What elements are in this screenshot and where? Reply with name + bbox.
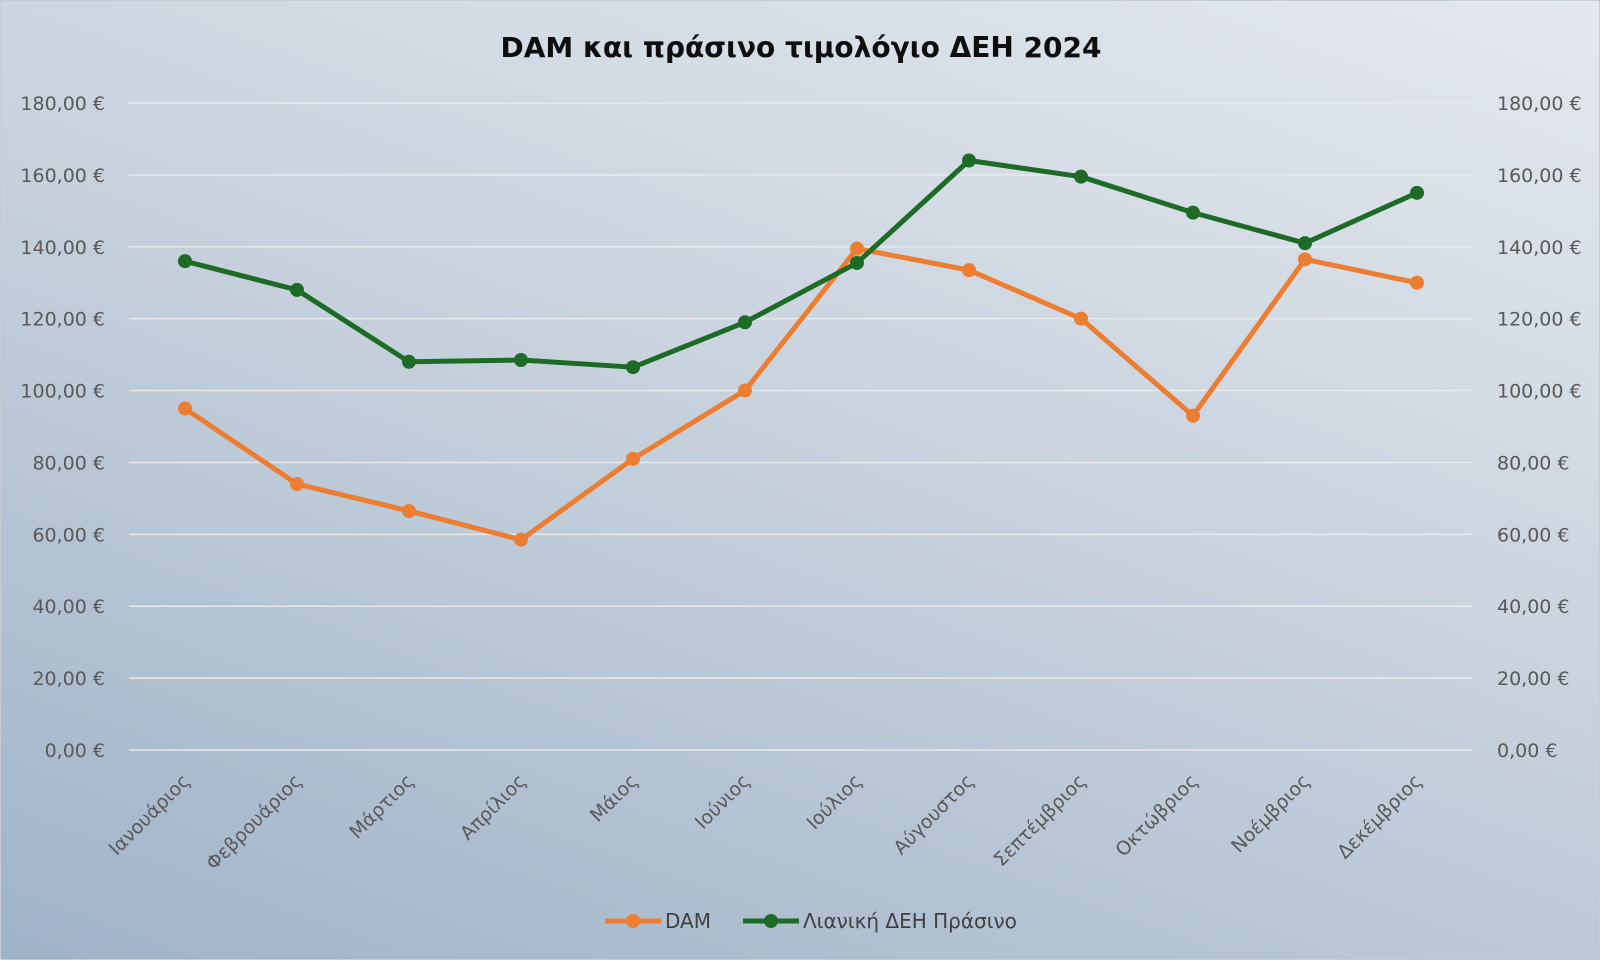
x-tick-label: Αύγουστος [889,770,978,859]
x-tick-label: Μάρτιος [345,770,418,843]
y-tick-label-left: 40,00 € [32,596,105,618]
y-axis-left: 0,00 € 20,00 € 40,00 € 60,00 € 80,00 € 100,00… [20,93,105,762]
y-tick-label-left: 120,00 € [20,309,105,331]
legend-marker [764,914,778,928]
x-axis: Ιανουάριος Φεβρουάριος Μάρτιος Απρίλιος Μάιο… [105,770,1427,875]
y-tick-label-left: 100,00 € [20,381,105,403]
data-point [1410,185,1424,200]
data-point [962,153,976,168]
data-point [1298,252,1312,267]
x-tick-label: Δεκέμβριος [1333,770,1426,863]
data-point [402,354,416,369]
data-point [178,401,192,416]
chart-title: DAM και πράσινο τιμολόγιο ΔΕΗ 2024 [501,31,1102,64]
data-point [626,451,640,466]
data-point [290,477,304,492]
data-point [178,254,192,269]
y-tick-label-left: 80,00 € [32,452,105,474]
legend-marker [626,914,640,928]
x-tick-label: Φεβρουάριος [202,770,307,875]
data-point [850,241,864,256]
x-tick-label: Ιούλιος [802,770,866,834]
y-tick-label-left: 60,00 € [32,524,105,546]
y-tick-label-right: 60,00 € [1497,524,1570,546]
series-2 [178,153,1424,375]
y-tick-label-left: 180,00 € [20,93,105,115]
y-tick-label-right: 0,00 € [1497,740,1557,762]
y-tick-label-right: 80,00 € [1497,452,1570,474]
data-point [1186,408,1200,423]
data-point [1074,311,1088,326]
series-group [178,153,1424,547]
series-line [182,158,1420,370]
data-point [962,263,976,278]
gridlines [129,102,1473,751]
y-tick-label-right: 140,00 € [1497,237,1582,259]
data-point [514,532,528,547]
x-tick-label: Οκτώβριος [1111,770,1202,861]
data-point [850,255,864,270]
legend: DAM Λιανική ΔΕΗ Πράσινο [605,909,1017,933]
data-point [1074,169,1088,184]
data-point [402,503,416,518]
x-tick-label: Μάιος [586,770,643,827]
y-tick-label-right: 160,00 € [1497,165,1582,187]
series-line [182,246,1420,543]
data-point [738,383,752,398]
y-tick-label-right: 20,00 € [1497,668,1570,690]
data-point [514,353,528,368]
y-tick-label-left: 0,00 € [45,740,105,762]
y-tick-label-right: 180,00 € [1497,93,1582,115]
data-point [1410,275,1424,290]
y-tick-label-left: 160,00 € [20,165,105,187]
y-axis-right: 0,00 € 20,00 € 40,00 € 60,00 € 80,00 € 100,00… [1497,93,1582,762]
x-tick-label: Νοέμβριος [1227,770,1314,857]
x-tick-label: Απρίλιος [456,770,531,845]
data-point [626,360,640,375]
data-point [290,282,304,297]
x-tick-label: Σεπτέμβριος [989,770,1090,871]
legend-label: Λιανική ΔΕΗ Πράσινο [803,909,1017,933]
series-1 [178,241,1424,547]
y-tick-label-left: 20,00 € [32,668,105,690]
y-tick-label-right: 40,00 € [1497,596,1570,618]
legend-label: DAM [665,909,711,933]
data-point [1298,236,1312,251]
y-tick-label-right: 100,00 € [1497,381,1582,403]
x-tick-label: Ιανουάριος [105,770,195,860]
x-tick-label: Ιούνιος [691,770,755,834]
data-point [1186,205,1200,220]
data-point [738,315,752,330]
y-tick-label-right: 120,00 € [1497,309,1582,331]
y-tick-label-left: 140,00 € [20,237,105,259]
